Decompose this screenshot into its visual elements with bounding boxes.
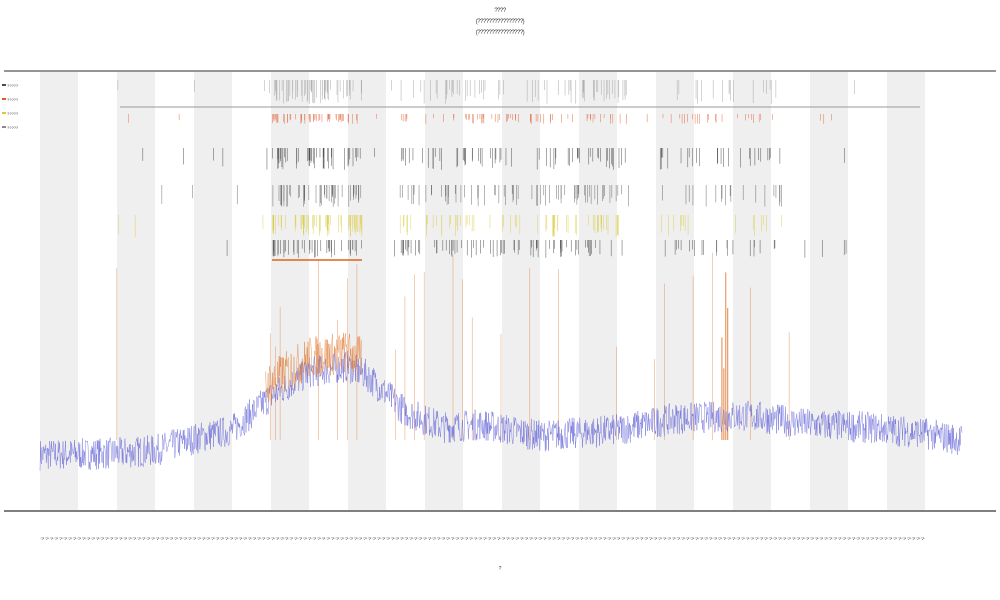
background-band	[40, 72, 78, 510]
legend-item: ?????	[2, 92, 20, 106]
legend-swatch	[2, 112, 6, 114]
signal-series-line	[39, 350, 963, 471]
background-band	[656, 72, 694, 510]
background-band	[348, 72, 386, 510]
legend-item: ?????	[2, 78, 20, 92]
legend-label: ?????	[7, 124, 19, 130]
legend: ????? ????? ????? ?????	[2, 78, 20, 134]
legend-label: ?????	[7, 82, 19, 88]
legend-label: ?????	[7, 96, 19, 102]
chart-subtitle-2: (????????????????)	[475, 30, 525, 36]
annotation-ticks	[117, 80, 855, 258]
x-tick-labels: ????????????????????????????????????????…	[40, 538, 926, 542]
legend-swatch	[2, 98, 6, 100]
legend-label: ?????	[7, 110, 19, 116]
legend-swatch	[2, 84, 6, 86]
legend-item: ?????	[2, 120, 20, 134]
background-band	[810, 72, 848, 510]
background-bands	[40, 72, 925, 510]
background-band	[579, 72, 617, 510]
spike-series	[116, 252, 790, 440]
background-band	[117, 72, 155, 510]
x-axis-label: ?	[498, 566, 502, 572]
background-band	[271, 72, 309, 510]
highlighted-signal-line	[265, 333, 362, 403]
background-band	[887, 72, 925, 510]
chart-title: ????	[494, 8, 506, 14]
chart-titles: ???? (????????????????) (???????????????…	[0, 6, 1000, 39]
legend-swatch	[2, 126, 6, 128]
background-band	[733, 72, 771, 510]
background-band	[425, 72, 463, 510]
legend-item: ?????	[2, 106, 20, 120]
chart-subtitle-1: (????????????????)	[475, 19, 525, 25]
